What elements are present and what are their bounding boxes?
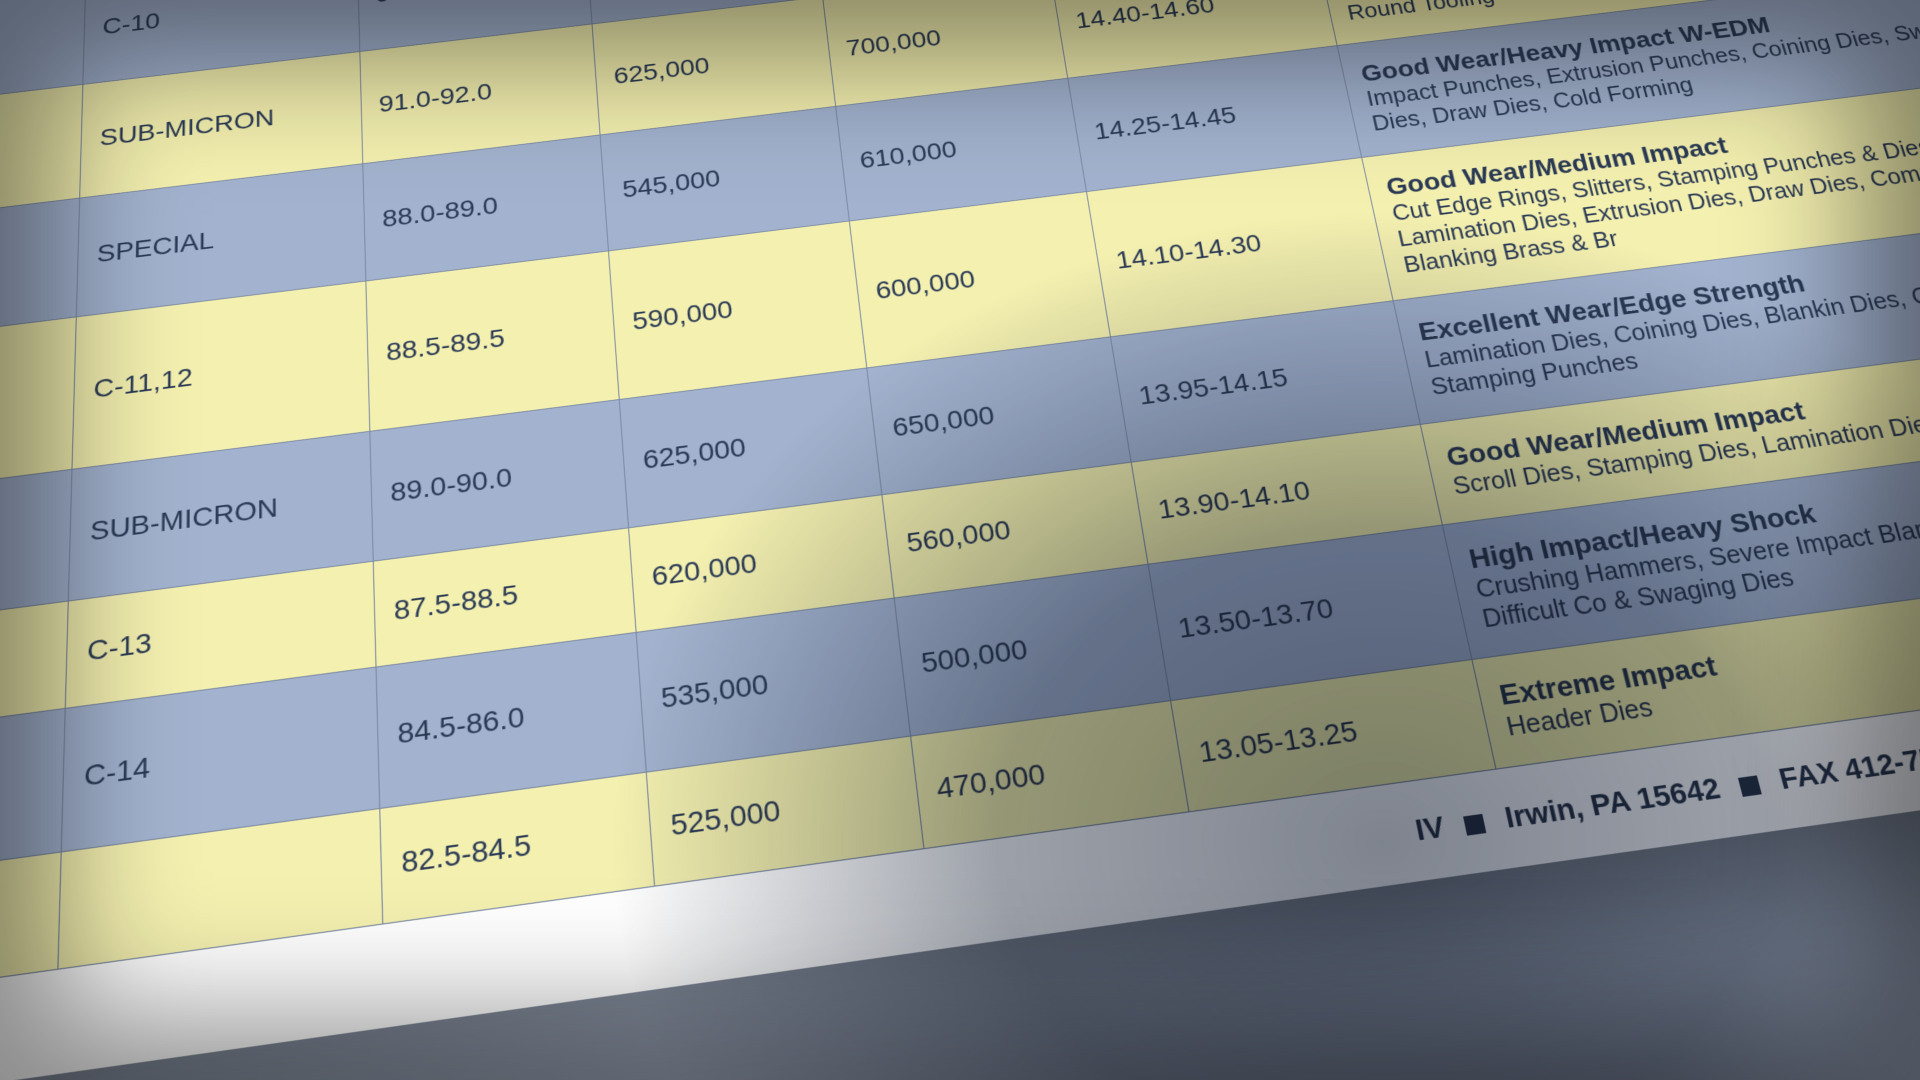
footer-seg-1: IV (1412, 810, 1447, 847)
cell-percent: 20% (0, 708, 66, 876)
square-bullet-icon (1463, 813, 1486, 835)
spec-sheet: 99%C-1090.0-91.0590,000625,00014.50-14.7… (0, 0, 1920, 1080)
cell-percent: 11% (0, 198, 80, 337)
cell-percent: 10% (0, 84, 83, 217)
footer-seg-3: FAX 412-751-4824 (1775, 729, 1920, 796)
cell-percent: 13% (0, 317, 77, 491)
footer-seg-2: Irwin, PA 15642 (1502, 771, 1724, 834)
cell-percent: 15% (0, 469, 72, 623)
square-bullet-icon (1738, 775, 1762, 797)
